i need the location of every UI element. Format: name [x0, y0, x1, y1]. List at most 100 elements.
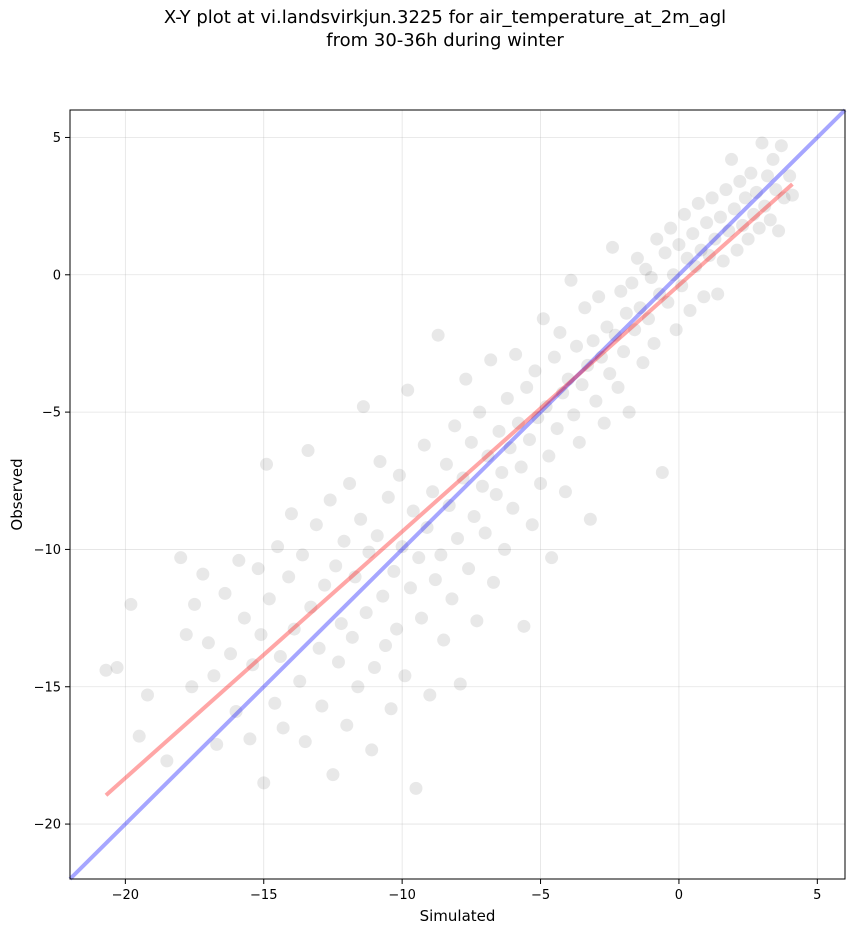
- scatter-point: [392, 468, 406, 482]
- scatter-point: [644, 271, 658, 285]
- scatter-point: [611, 380, 625, 394]
- scatter-point: [262, 592, 276, 606]
- scatter-point: [376, 589, 390, 603]
- scatter-point: [680, 251, 694, 265]
- scatter-point: [628, 323, 642, 337]
- scatter-point: [431, 328, 445, 342]
- scatter-point: [312, 641, 326, 655]
- scatter-point: [401, 383, 415, 397]
- y-tick-label: −10: [34, 543, 61, 558]
- scatter-point: [260, 457, 274, 471]
- scatter-point: [257, 776, 271, 790]
- scatter-point: [423, 688, 437, 702]
- scatter-point: [160, 754, 174, 768]
- scatter-point: [351, 680, 365, 694]
- scatter-point: [655, 466, 669, 480]
- scatter-point: [473, 405, 487, 419]
- scatter-point: [370, 529, 384, 543]
- scatter-point: [464, 435, 478, 449]
- scatter-point: [273, 650, 287, 664]
- scatter-point: [725, 152, 739, 166]
- scatter-point: [398, 669, 412, 683]
- scatter-point: [556, 386, 570, 400]
- scatter-point: [237, 611, 251, 625]
- scatter-point: [636, 356, 650, 370]
- scatter-point: [672, 238, 686, 252]
- scatter-point: [309, 518, 323, 532]
- chart-title: X-Y plot at vi.landsvirkjun.3225 for air…: [0, 6, 854, 52]
- scatter-point: [462, 562, 476, 576]
- y-tick-label: 5: [53, 131, 61, 146]
- scatter-point: [583, 512, 597, 526]
- scatter-point: [525, 518, 539, 532]
- scatter-point: [343, 477, 357, 491]
- scatter-point: [545, 551, 559, 565]
- scatter-point: [752, 221, 766, 235]
- scatter-point: [561, 372, 575, 386]
- scatter-point: [478, 526, 492, 540]
- scatter-point: [246, 658, 260, 672]
- scatter-point: [639, 262, 653, 276]
- scatter-point: [625, 276, 639, 290]
- scatter-point: [733, 174, 747, 188]
- scatter-point: [606, 240, 619, 254]
- scatter-point: [763, 213, 777, 227]
- x-tick-label: 0: [675, 888, 683, 903]
- grid-lines: [70, 110, 845, 879]
- scatter-point: [769, 183, 783, 197]
- scatter-point: [719, 183, 733, 197]
- scatter-point: [475, 479, 489, 493]
- chart-title-line-2: from 30-36h during winter: [326, 30, 564, 51]
- scatter-point: [531, 411, 545, 425]
- scatter-point: [110, 661, 124, 675]
- scatter-point: [517, 619, 531, 633]
- scatter-point: [428, 573, 442, 587]
- scatter-point: [553, 325, 567, 339]
- scatter-point: [426, 485, 440, 499]
- scatter-point: [664, 221, 678, 235]
- scatter-point: [367, 661, 381, 675]
- scatter-point: [224, 647, 238, 661]
- scatter-point: [345, 630, 359, 644]
- y-tick-label: −15: [34, 680, 61, 695]
- y-tick-label: 0: [53, 268, 61, 283]
- scatter-point: [658, 246, 672, 260]
- scatter-point: [772, 224, 786, 238]
- x-tick-label: −20: [112, 888, 139, 903]
- scatter-point: [570, 339, 584, 353]
- scatter-point: [641, 312, 655, 326]
- scatter-point: [722, 224, 736, 238]
- scatter-point: [666, 268, 680, 282]
- x-tick-label: −15: [250, 888, 277, 903]
- scatter-point: [647, 336, 661, 350]
- scatter-point: [539, 400, 553, 414]
- scatter-point: [218, 586, 232, 600]
- scatter-point: [459, 372, 473, 386]
- scatter-point: [511, 416, 525, 430]
- scatter-point: [132, 729, 146, 743]
- scatter-point: [702, 249, 716, 263]
- scatter-point: [268, 696, 282, 710]
- scatter-point: [315, 699, 329, 713]
- scatter-point: [758, 199, 772, 213]
- x-axis-ticks: −20 −15 −10 −5 0 5: [112, 879, 821, 903]
- scatter-point: [174, 551, 188, 565]
- scatter-point: [603, 367, 617, 381]
- scatter-point: [567, 408, 581, 422]
- scatter-point: [276, 721, 290, 735]
- scatter-point: [542, 449, 556, 463]
- x-tick-label: −5: [531, 888, 550, 903]
- scatter-point: [337, 534, 351, 548]
- scatter-point: [785, 188, 799, 202]
- scatter-point: [359, 606, 373, 620]
- scatter-point: [323, 493, 337, 507]
- scatter-point: [406, 504, 420, 518]
- scatter-point: [232, 553, 246, 567]
- scatter-point: [608, 328, 622, 342]
- scatter-point: [381, 490, 395, 504]
- scatter-point: [439, 457, 453, 471]
- scatter-point: [298, 735, 312, 749]
- scatter-point: [331, 655, 345, 669]
- scatter-point: [201, 636, 215, 650]
